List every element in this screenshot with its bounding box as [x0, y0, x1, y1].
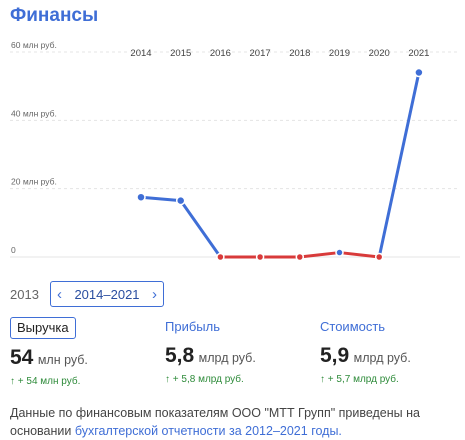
y-tick-label: 20 млн руб. [11, 177, 57, 187]
period-selector: 2013 ‹ 2014–2021 › [10, 281, 164, 307]
metric-revenue-delta: ↑ + 54 млн руб. [10, 376, 81, 387]
metric-profit-number: 5,8 [165, 344, 195, 367]
data-point [335, 248, 344, 257]
x-tick-label: 2020 [369, 48, 390, 59]
series-segment [298, 251, 341, 259]
metric-profit[interactable]: Прибыль 5,8 млрд руб. ↑ + 5,8 млрд руб. [165, 317, 315, 385]
y-tick-label: 60 млн руб. [11, 40, 57, 50]
metric-revenue-number: 54 [10, 346, 34, 369]
series-segment [139, 195, 183, 203]
metric-profit-value: 5,8 млрд руб. [165, 344, 315, 368]
series-segment [179, 199, 222, 259]
data-point [216, 252, 225, 262]
section-title: Финансы [10, 5, 99, 26]
year-range-label: 2014–2021 [74, 286, 140, 302]
x-tick-label: 2021 [408, 48, 429, 59]
x-tick-label: 2016 [210, 48, 231, 59]
metric-cost-number: 5,9 [320, 344, 350, 367]
data-point [414, 67, 424, 78]
data-point [295, 252, 305, 262]
series-segment [377, 71, 421, 259]
chevron-left-icon[interactable]: ‹ [57, 285, 62, 303]
x-tick-label: 2019 [329, 48, 350, 59]
metric-revenue[interactable]: Выручка 54 млн руб. ↑ + 54 млн руб. [10, 317, 160, 387]
metric-revenue-tab[interactable]: Выручка [10, 317, 76, 339]
x-tick-label: 2015 [170, 48, 191, 59]
y-tick-label: 0 [11, 245, 16, 255]
metric-revenue-unit: млн руб. [37, 353, 88, 367]
metric-cost-unit: млрд руб. [353, 351, 411, 365]
metric-value-cost[interactable]: Стоимость 5,9 млрд руб. ↑ + 5,7 млрд руб… [320, 317, 465, 385]
data-point [175, 195, 186, 206]
data-point [136, 192, 146, 202]
y-tick-label: 40 млн руб. [11, 108, 57, 118]
data-point [255, 252, 265, 262]
revenue-chart: 0 20 млн руб. 40 млн руб. 60 млн руб. 2014 20… [10, 40, 460, 262]
x-tick-label: 2014 [130, 48, 151, 59]
chevron-right-icon[interactable]: › [151, 285, 157, 303]
year-range-box: ‹ 2014–2021 › [50, 281, 164, 307]
series-segment [338, 251, 381, 259]
previous-year[interactable]: 2013 [10, 286, 39, 302]
footnote-text: Данные по финансовым показателям ООО "МТ… [10, 406, 420, 438]
metric-cost-delta: ↑ + 5,7 млрд руб. [320, 374, 399, 385]
footnote-link[interactable]: бухгалтерской отчетности за 2012–2021 го… [74, 424, 342, 438]
data-point [374, 252, 384, 262]
metric-cost-tab[interactable]: Стоимость [320, 319, 386, 334]
x-tick-label: 2017 [250, 48, 271, 59]
metric-profit-unit: млрд руб. [198, 351, 256, 365]
x-tick-label: 2018 [289, 48, 310, 59]
metric-revenue-value: 54 млн руб. [10, 346, 160, 370]
metric-profit-tab[interactable]: Прибыль [165, 319, 220, 334]
footnote: Данные по финансовым показателям ООО "МТ… [10, 404, 458, 440]
metric-cost-value: 5,9 млрд руб. [320, 344, 465, 368]
metric-profit-delta: ↑ + 5,8 млрд руб. [165, 374, 244, 385]
